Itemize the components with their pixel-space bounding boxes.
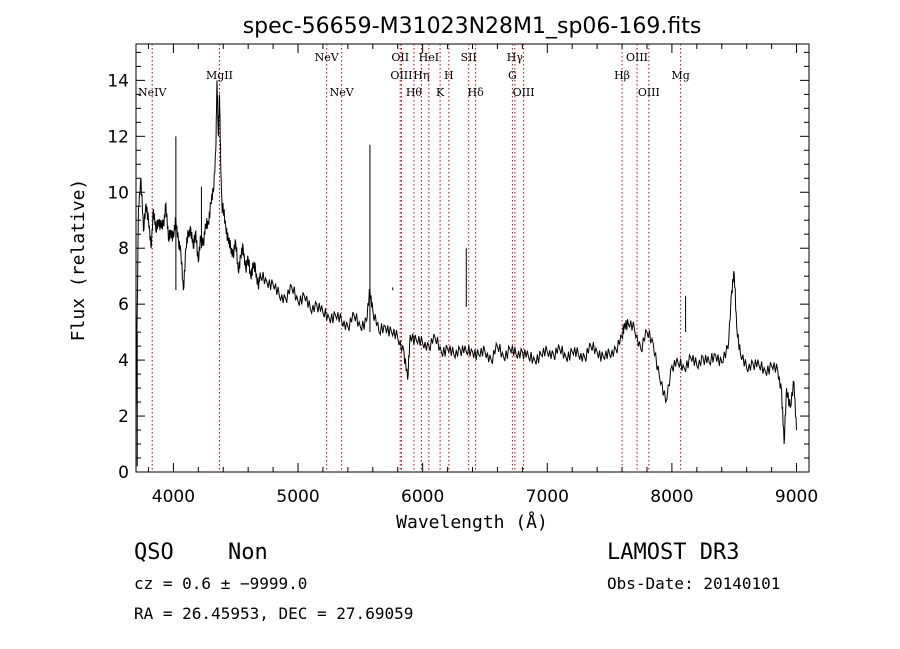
x-axis-label: Wavelength (Å) <box>396 511 548 533</box>
line-marker-label-3: NeV <box>330 86 355 99</box>
chart-title: spec-56659-M31023N28M1_sp06-169.fits <box>243 14 702 39</box>
line-marker-label-0: NeIV <box>138 86 167 99</box>
line-marker-label-13: Hγ <box>507 51 524 64</box>
y-tick-label-6: 12 <box>107 127 129 147</box>
line-marker-label-7: Hη <box>413 69 429 82</box>
line-marker-label-15: OIII <box>513 86 535 99</box>
emission-line-markers: NeIV MgII NeV NeV OII OIII Hθ Hη HeI HK SII Hδ Hγ G OI… <box>138 44 690 472</box>
x-tick-label-1: 5000 <box>276 487 319 507</box>
spectrum-line-0 <box>135 80 797 445</box>
survey-name: LAMOST DR3 <box>607 540 739 565</box>
y-tick-label-7: 14 <box>107 71 129 91</box>
observation-date: Obs-Date: 20140101 <box>607 574 780 593</box>
axis-ticks: 4000 5000 6000 7000 8000 9000 0 2 4 6 8 10 12 14 <box>107 44 818 507</box>
spectrum-series <box>135 80 797 467</box>
line-marker-label-18: OIII <box>638 86 660 99</box>
line-marker-label-9: H <box>444 69 454 82</box>
x-tick-label-0: 4000 <box>152 487 195 507</box>
x-tick-label-2: 6000 <box>401 487 444 507</box>
redshift-readout: cz = 0.6 ± −9999.0 <box>134 574 307 593</box>
line-marker-label-8: HeI <box>419 51 439 64</box>
line-marker-label-10: K <box>436 86 445 99</box>
object-subclass: Non <box>228 540 268 565</box>
line-marker-label-12: Hδ <box>468 86 485 99</box>
x-tick-label-4: 8000 <box>650 487 693 507</box>
y-tick-label-0: 0 <box>118 463 129 483</box>
y-tick-label-5: 10 <box>107 183 129 203</box>
line-marker-label-1: MgII <box>206 69 233 82</box>
object-class: QSO <box>134 540 174 565</box>
line-marker-label-4: OII <box>391 51 409 64</box>
line-marker-label-2: NeV <box>315 51 340 64</box>
line-marker-label-19: Mg <box>671 69 689 82</box>
y-axis-label: Flux (relative) <box>68 179 89 342</box>
line-marker-label-14: G <box>508 69 517 82</box>
y-tick-label-1: 2 <box>118 407 129 427</box>
line-marker-label-16: Hβ <box>614 69 630 82</box>
x-tick-label-3: 7000 <box>526 487 569 507</box>
line-marker-label-11: SII <box>461 51 477 64</box>
coordinates-readout: RA = 26.45953, DEC = 27.69059 <box>134 604 413 623</box>
y-tick-label-3: 6 <box>118 295 129 315</box>
x-tick-label-5: 9000 <box>775 487 818 507</box>
y-tick-label-2: 4 <box>118 351 129 371</box>
line-marker-label-5: OIII <box>390 69 412 82</box>
line-marker-label-6: Hθ <box>406 86 423 99</box>
line-marker-label-17: OIII <box>626 51 648 64</box>
y-tick-label-4: 8 <box>118 239 129 259</box>
